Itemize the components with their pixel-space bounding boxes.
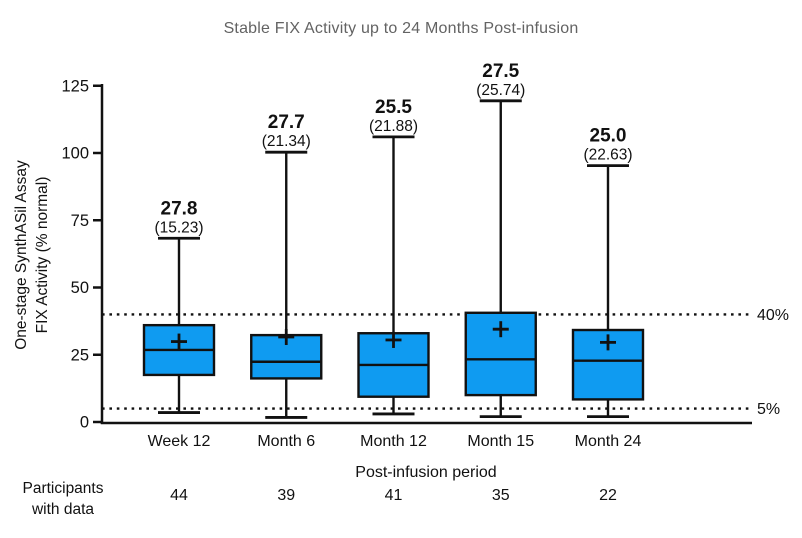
category-label-week-12: Week 12 (148, 433, 211, 450)
annotation-value-month-15: 27.5 (482, 61, 519, 82)
annotation-value-month-24: 25.0 (590, 126, 627, 147)
y-axis-label: One-stage SynthASil Assay FIX Activity (… (11, 85, 53, 425)
y-tick-label-0: 0 (80, 414, 89, 432)
y-tick-label-125: 125 (61, 77, 89, 95)
y-axis-label-line1: One-stage SynthASil Assay (13, 160, 30, 350)
y-tick-label-25: 25 (71, 346, 89, 364)
category-label-month-24: Month 24 (575, 433, 642, 450)
participant-count-month-6: 39 (277, 487, 295, 504)
category-label-month-6: Month 6 (257, 433, 315, 450)
y-tick-label-75: 75 (71, 212, 89, 230)
participant-count-month-15: 35 (492, 487, 510, 504)
annotation-value-month-12: 25.5 (375, 97, 412, 118)
annotation-value-month-6: 27.7 (268, 112, 305, 133)
x-axis-label: Post-infusion period (355, 464, 497, 481)
participants-label-line1: Participants (22, 480, 104, 497)
participant-count-month-12: 41 (385, 487, 403, 504)
annotation-sub-week-12: (15.23) (154, 219, 203, 236)
participants-row-label: Participants with data (8, 478, 118, 520)
participants-label-line2: with data (31, 501, 95, 518)
y-tick-label-50: 50 (71, 279, 89, 297)
ref-line-label-40%: 40% (757, 307, 789, 324)
participant-count-month-24: 22 (599, 487, 617, 504)
y-tick-label-100: 100 (61, 145, 89, 163)
category-label-month-15: Month 15 (467, 433, 534, 450)
participant-count-week-12: 44 (170, 487, 188, 504)
ref-line-label-5%: 5% (757, 401, 780, 418)
category-label-month-12: Month 12 (360, 433, 427, 450)
annotation-value-week-12: 27.8 (161, 198, 198, 219)
annotation-sub-month-12: (21.88) (369, 118, 418, 135)
annotation-sub-month-15: (25.74) (476, 82, 525, 99)
chart-title: Stable FIX Activity up to 24 Months Post… (223, 20, 579, 37)
annotation-sub-month-6: (21.34) (262, 133, 311, 150)
annotation-sub-month-24: (22.63) (583, 147, 632, 164)
y-axis-label-line2: FIX Activity (% normal) (34, 176, 51, 334)
